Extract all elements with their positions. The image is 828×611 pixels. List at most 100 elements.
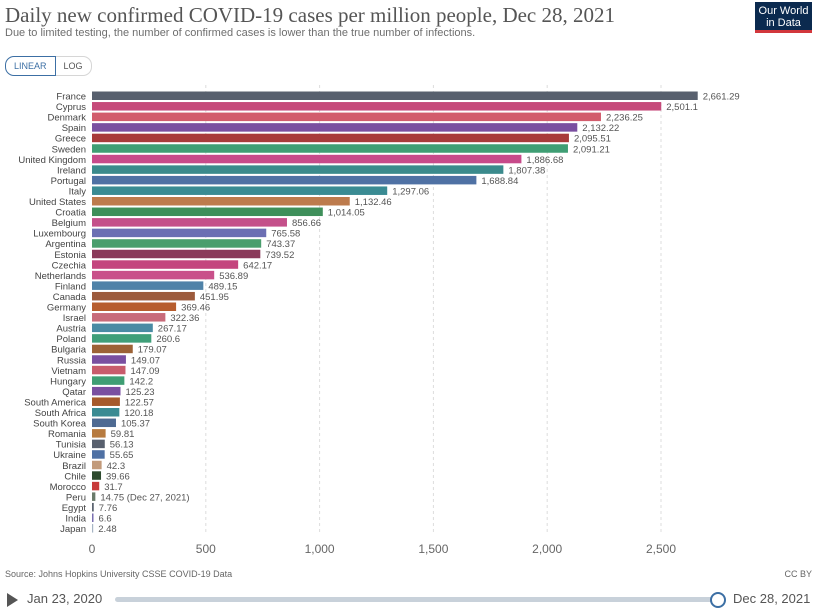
chart-subtitle: Due to limited testing, the number of co…: [5, 27, 476, 39]
value-label: 6.6: [99, 514, 112, 525]
timeline: Jan 23, 2020 Dec 28, 2021: [0, 588, 828, 611]
value-label: 1,688.84: [481, 176, 518, 187]
category-label: Brazil: [62, 461, 86, 472]
value-label: 1,886.68: [526, 155, 563, 166]
bar: [92, 218, 287, 227]
value-label: 55.65: [110, 450, 134, 461]
bar: [92, 281, 204, 290]
value-label: 149.07: [131, 355, 160, 366]
logo-line-1: Our World: [758, 5, 809, 17]
linear-scale-button[interactable]: LINEAR: [5, 56, 56, 76]
bar: [92, 291, 195, 301]
bar: [92, 239, 262, 248]
bar: [92, 344, 133, 354]
category-label: Netherlands: [35, 271, 86, 282]
value-label: 31.7: [104, 482, 123, 493]
bar: [92, 313, 166, 322]
category-label: South Africa: [35, 408, 87, 419]
bar: [92, 154, 522, 164]
category-label: Vietnam: [51, 366, 86, 377]
category-label: Finland: [55, 281, 86, 292]
value-label: 14.75 (Dec 27, 2021): [100, 492, 189, 503]
timeline-start-label: Jan 23, 2020: [27, 591, 103, 606]
play-icon[interactable]: [7, 593, 18, 607]
bar: [92, 323, 153, 333]
category-label: Belgium: [52, 218, 86, 229]
source-note[interactable]: Source: Johns Hopkins University CSSE CO…: [5, 569, 233, 579]
category-label: Canada: [53, 292, 87, 303]
logo-line-2: in Data: [766, 17, 801, 29]
bar: [92, 418, 116, 428]
bar: [92, 513, 94, 522]
timeline-end-label: Dec 28, 2021: [733, 591, 811, 606]
category-label: Peru: [66, 492, 86, 503]
bar: [92, 429, 106, 438]
x-tick-label: 2,000: [532, 542, 562, 556]
category-label: United States: [29, 197, 86, 208]
x-tick-label: 1,500: [418, 542, 448, 556]
category-label: Germany: [47, 303, 86, 314]
value-label: 451.95: [200, 292, 229, 303]
value-label: 59.81: [111, 429, 135, 440]
category-label: Hungary: [50, 376, 86, 387]
bar: [92, 249, 261, 259]
timeline-handle[interactable]: [710, 592, 726, 608]
category-label: Chile: [64, 471, 86, 482]
bar: [92, 302, 177, 311]
bar: [92, 502, 94, 512]
license-link[interactable]: CC BY: [784, 569, 812, 579]
bar: [92, 197, 350, 206]
value-label: 369.46: [181, 303, 210, 314]
category-label: Romania: [48, 429, 87, 440]
value-label: 2,091.21: [573, 144, 610, 155]
category-label: Italy: [69, 186, 87, 197]
bar: [92, 133, 569, 143]
value-label: 260.6: [156, 334, 180, 345]
x-tick-label: 2,500: [646, 542, 676, 556]
category-label: Egypt: [62, 503, 87, 514]
bar: [92, 186, 388, 195]
category-label: Greece: [55, 134, 86, 145]
value-label: 56.13: [110, 440, 134, 451]
scale-toggle: LINEAR LOG: [5, 56, 92, 76]
category-label: Denmark: [47, 113, 86, 124]
value-label: 105.37: [121, 419, 150, 430]
bar: [92, 365, 126, 375]
bar: [92, 439, 105, 449]
bar: [92, 397, 120, 406]
category-label: Tunisia: [56, 440, 87, 451]
bar: [92, 481, 100, 491]
category-label: Poland: [56, 334, 86, 345]
value-label: 125.23: [126, 387, 155, 398]
value-label: 856.66: [292, 218, 321, 229]
category-label: Portugal: [51, 176, 86, 187]
category-label: Russia: [57, 355, 87, 366]
owid-logo[interactable]: Our World in Data: [755, 2, 812, 33]
timeline-track[interactable]: [115, 597, 716, 602]
bar: [92, 260, 239, 269]
value-label: 489.15: [208, 281, 237, 292]
category-label: Spain: [62, 123, 86, 134]
bar: [92, 492, 96, 501]
bar: [92, 207, 323, 217]
value-label: 7.76: [99, 503, 118, 514]
bar: [92, 123, 578, 132]
bar: [92, 102, 662, 111]
value-label: 1,297.06: [392, 186, 429, 197]
value-label: 536.89: [219, 271, 248, 282]
value-label: 322.36: [170, 313, 199, 324]
category-label: Morocco: [50, 482, 86, 493]
category-label: Sweden: [52, 144, 86, 155]
bar: [92, 165, 504, 174]
bar: [92, 355, 126, 364]
category-label: Japan: [60, 524, 86, 535]
value-label: 2,132.22: [582, 123, 619, 134]
bar: [92, 175, 477, 185]
log-scale-button[interactable]: LOG: [55, 56, 92, 76]
category-label: Bulgaria: [51, 345, 87, 356]
value-label: 1,132.46: [355, 197, 392, 208]
bar: [92, 334, 152, 343]
category-label: Luxembourg: [33, 229, 86, 240]
bar: [92, 270, 215, 280]
value-label: 142.2: [129, 376, 153, 387]
